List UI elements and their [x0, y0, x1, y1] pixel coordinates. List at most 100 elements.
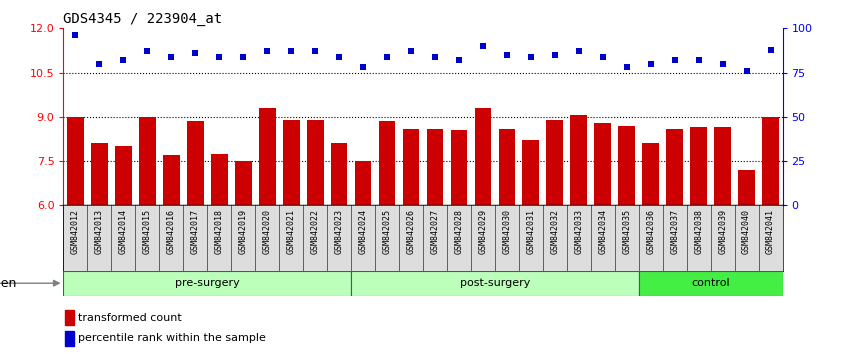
Point — [524, 54, 537, 59]
Point — [428, 54, 442, 59]
Point — [764, 47, 777, 52]
Point — [308, 48, 321, 54]
Bar — [762, 117, 779, 205]
Point — [69, 33, 82, 38]
Text: control: control — [691, 278, 730, 288]
Text: GSM842019: GSM842019 — [239, 209, 248, 253]
Bar — [426, 129, 443, 205]
Bar — [65, 331, 74, 346]
Bar — [163, 155, 179, 205]
Point — [620, 64, 634, 70]
Text: GDS4345 / 223904_at: GDS4345 / 223904_at — [63, 12, 222, 26]
Bar — [667, 129, 683, 205]
Text: GSM842021: GSM842021 — [287, 209, 295, 253]
Bar — [523, 141, 539, 205]
Bar — [714, 127, 731, 205]
Text: GSM842014: GSM842014 — [119, 209, 128, 253]
Text: GSM842039: GSM842039 — [718, 209, 727, 253]
Text: GSM842041: GSM842041 — [766, 209, 775, 253]
Point — [92, 61, 106, 67]
Text: GSM842032: GSM842032 — [551, 209, 559, 253]
Bar — [331, 143, 348, 205]
Text: GSM842016: GSM842016 — [167, 209, 176, 253]
Point — [739, 68, 753, 74]
Point — [500, 52, 514, 58]
Text: GSM842015: GSM842015 — [143, 209, 151, 253]
Text: GSM842033: GSM842033 — [574, 209, 583, 253]
Point — [380, 54, 393, 59]
Text: pre-surgery: pre-surgery — [175, 278, 239, 288]
Text: percentile rank within the sample: percentile rank within the sample — [78, 333, 266, 343]
Text: GSM842026: GSM842026 — [407, 209, 415, 253]
Text: GSM842017: GSM842017 — [191, 209, 200, 253]
Bar — [618, 126, 635, 205]
Text: GSM842018: GSM842018 — [215, 209, 223, 253]
Point — [212, 54, 226, 59]
Point — [548, 52, 562, 58]
Text: GSM842020: GSM842020 — [263, 209, 272, 253]
Bar — [475, 108, 492, 205]
Text: GSM842037: GSM842037 — [670, 209, 679, 253]
Bar — [642, 143, 659, 205]
Bar — [211, 154, 228, 205]
Point — [667, 57, 681, 63]
Text: GSM842022: GSM842022 — [310, 209, 320, 253]
Bar — [235, 161, 251, 205]
Point — [644, 61, 657, 67]
Point — [452, 57, 465, 63]
Point — [356, 64, 370, 70]
Bar — [63, 271, 351, 296]
Point — [164, 54, 178, 59]
Bar — [67, 117, 84, 205]
Text: transformed count: transformed count — [78, 313, 182, 323]
Text: GSM842038: GSM842038 — [695, 209, 703, 253]
Text: GSM842025: GSM842025 — [382, 209, 392, 253]
Bar — [739, 170, 755, 205]
Text: GSM842029: GSM842029 — [479, 209, 487, 253]
Text: GSM842036: GSM842036 — [646, 209, 655, 253]
Point — [117, 57, 130, 63]
Point — [284, 48, 298, 54]
Bar — [259, 108, 276, 205]
Text: GSM842024: GSM842024 — [359, 209, 367, 253]
Bar — [91, 143, 107, 205]
Point — [692, 57, 706, 63]
Bar — [307, 120, 323, 205]
Text: GSM842023: GSM842023 — [335, 209, 343, 253]
Bar — [139, 117, 156, 205]
Bar — [498, 129, 515, 205]
Bar — [283, 120, 299, 205]
Text: GSM842013: GSM842013 — [95, 209, 104, 253]
Point — [596, 54, 609, 59]
Point — [189, 50, 202, 56]
Point — [572, 48, 585, 54]
Bar — [639, 271, 783, 296]
Bar — [354, 161, 371, 205]
Bar — [115, 146, 132, 205]
Point — [404, 48, 418, 54]
Bar — [547, 120, 563, 205]
Bar — [187, 121, 204, 205]
Point — [261, 48, 274, 54]
Text: GSM842028: GSM842028 — [454, 209, 464, 253]
Bar — [351, 271, 639, 296]
Point — [332, 54, 346, 59]
Text: GSM842012: GSM842012 — [71, 209, 80, 253]
Bar — [570, 115, 587, 205]
Bar — [451, 130, 467, 205]
Text: post-surgery: post-surgery — [459, 278, 530, 288]
Bar — [379, 121, 395, 205]
Point — [716, 61, 729, 67]
Point — [140, 48, 154, 54]
Text: GSM842027: GSM842027 — [431, 209, 439, 253]
Point — [236, 54, 250, 59]
Bar — [595, 123, 611, 205]
Text: specimen: specimen — [0, 277, 17, 290]
Text: GSM842031: GSM842031 — [526, 209, 536, 253]
Bar — [65, 310, 74, 325]
Text: GSM842034: GSM842034 — [598, 209, 607, 253]
Text: GSM842040: GSM842040 — [742, 209, 751, 253]
Point — [476, 43, 490, 49]
Bar — [403, 129, 420, 205]
Text: GSM842030: GSM842030 — [503, 209, 511, 253]
